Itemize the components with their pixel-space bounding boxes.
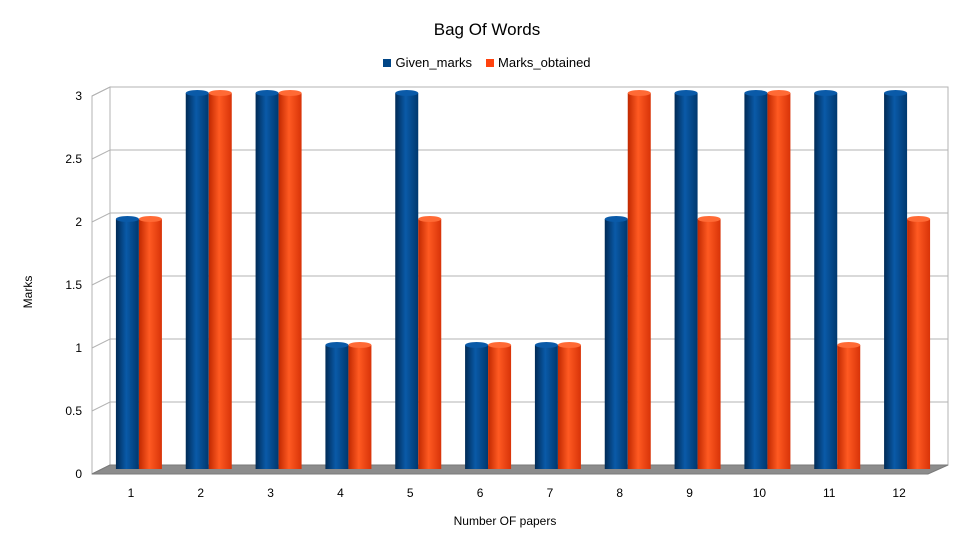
bar-cap-marks-obtained-6	[488, 342, 512, 348]
y-tick-label: 0.5	[65, 404, 82, 418]
x-tick-label: 11	[823, 486, 836, 500]
bar-marks-obtained-1	[138, 219, 162, 469]
bars-layer	[115, 90, 931, 469]
bar-given-marks-6	[465, 345, 489, 469]
gridline	[91, 86, 948, 97]
bar-marks-obtained-11	[837, 345, 861, 469]
legend-swatch-given-marks	[383, 58, 392, 67]
bar-given-marks-2	[185, 93, 209, 469]
bar-given-marks-7	[534, 345, 558, 469]
x-tick-label: 4	[337, 486, 344, 500]
bar-cap-given-marks-10	[744, 90, 768, 96]
bar-cap-given-marks-3	[255, 90, 279, 96]
bar-given-marks-9	[674, 93, 698, 469]
y-tick-label: 1	[75, 341, 82, 355]
x-tick-label: 8	[616, 486, 623, 500]
bar-marks-obtained-12	[907, 219, 931, 469]
x-tick-label: 5	[407, 486, 414, 500]
legend-label-given-marks: Given_marks	[395, 55, 473, 70]
bar-marks-obtained-8	[627, 93, 651, 469]
x-tick-label: 10	[753, 486, 767, 500]
bar-given-marks-3	[255, 93, 279, 469]
bar-given-marks-11	[814, 93, 838, 469]
bar-given-marks-8	[604, 219, 628, 469]
bar-cap-given-marks-5	[395, 90, 419, 96]
y-tick-label: 0	[75, 467, 82, 481]
floor	[91, 464, 949, 475]
bar-cap-given-marks-7	[534, 342, 558, 348]
bar-cap-marks-obtained-2	[208, 90, 232, 96]
bar-marks-obtained-2	[208, 93, 232, 469]
y-tick-label: 2	[75, 215, 82, 229]
labels-layer: 00.511.522.531 2 3 4 5 6 7 8 9 10 11 12	[65, 89, 906, 500]
legend-item-marks-obtained: Marks_obtained	[486, 55, 591, 70]
x-tick-label: 3	[267, 486, 274, 500]
x-tick-label: 7	[547, 486, 554, 500]
bar-cap-given-marks-6	[465, 342, 489, 348]
bar-cap-marks-obtained-8	[627, 90, 651, 96]
x-tick-label: 12	[892, 486, 906, 500]
legend-swatch-marks-obtained	[486, 58, 495, 67]
legend-item-given-marks: Given_marks	[383, 55, 472, 70]
chart-title: Bag Of Words	[433, 20, 541, 39]
bar-marks-obtained-7	[557, 345, 581, 469]
legend-label-marks-obtained: Marks_obtained	[498, 55, 591, 70]
bar-cap-marks-obtained-1	[138, 216, 162, 222]
y-axis-title: Marks	[21, 276, 35, 309]
bar-marks-obtained-4	[348, 345, 372, 469]
bar-cap-given-marks-9	[674, 90, 698, 96]
grid-layer	[91, 86, 949, 475]
x-tick-label: 2	[197, 486, 204, 500]
y-tick-label: 2.5	[65, 152, 82, 166]
bar-cap-given-marks-4	[325, 342, 349, 348]
bar-cap-given-marks-8	[604, 216, 628, 222]
gridline	[91, 149, 948, 160]
y-tick-label: 3	[75, 89, 82, 103]
bar-cap-marks-obtained-3	[278, 90, 302, 96]
bar-given-marks-5	[395, 93, 419, 469]
bar-cap-marks-obtained-7	[557, 342, 581, 348]
bar-cap-given-marks-1	[115, 216, 139, 222]
gridline	[91, 212, 948, 223]
bar-given-marks-4	[325, 345, 349, 469]
gridline	[91, 401, 948, 412]
x-tick-label: 9	[686, 486, 693, 500]
x-tick-label: 6	[477, 486, 484, 500]
bar-marks-obtained-5	[418, 219, 442, 469]
bar-marks-obtained-6	[488, 345, 512, 469]
x-tick-label: 1	[128, 486, 135, 500]
x-axis-title: Number OF papers	[454, 514, 557, 528]
bar-marks-obtained-9	[697, 219, 721, 469]
bar-marks-obtained-3	[278, 93, 302, 469]
bar-cap-marks-obtained-10	[767, 90, 791, 96]
bar-given-marks-1	[115, 219, 139, 469]
bar-cap-marks-obtained-4	[348, 342, 372, 348]
gridline	[91, 338, 948, 349]
bar-cap-given-marks-11	[814, 90, 838, 96]
bar-cap-marks-obtained-5	[418, 216, 442, 222]
gridline	[91, 275, 948, 286]
bar-cap-marks-obtained-9	[697, 216, 721, 222]
bar-marks-obtained-10	[767, 93, 791, 469]
bar-cap-marks-obtained-12	[907, 216, 931, 222]
bar-cap-given-marks-12	[884, 90, 908, 96]
bar-cap-marks-obtained-11	[837, 342, 861, 348]
bar-given-marks-10	[744, 93, 768, 469]
bar-given-marks-12	[884, 93, 908, 469]
y-tick-label: 1.5	[65, 278, 82, 292]
bar-cap-given-marks-2	[185, 90, 209, 96]
legend: Given_marks Marks_obtained	[0, 55, 974, 70]
